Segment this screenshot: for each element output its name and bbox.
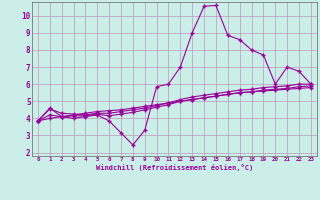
X-axis label: Windchill (Refroidissement éolien,°C): Windchill (Refroidissement éolien,°C) [96,164,253,171]
